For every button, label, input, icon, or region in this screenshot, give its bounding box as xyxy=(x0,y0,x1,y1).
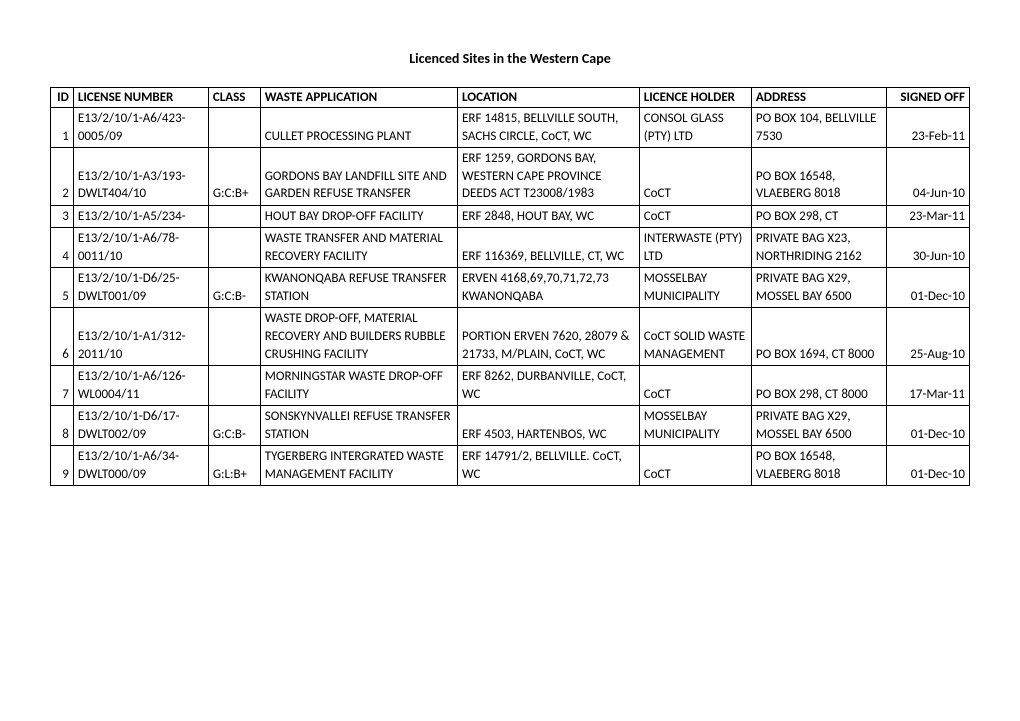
cell-location: PORTION ERVEN 7620, 28079 & 21733, M/PLA… xyxy=(458,308,640,366)
page-title: Licenced Sites in the Western Cape xyxy=(50,50,970,67)
cell-address: PO BOX 104, BELLVILLE 7530 xyxy=(751,108,886,148)
cell-signed: 04-Jun-10 xyxy=(886,148,969,206)
header-address: ADDRESS xyxy=(751,88,886,108)
cell-license: E13/2/10/1-D6/17-DWLT002/09 xyxy=(73,406,208,446)
table-row: 4E13/2/10/1-A6/78-0011/10 WASTE TRANSFER … xyxy=(51,228,970,268)
cell-holder: CONSOL GLASS (PTY) LTD xyxy=(639,108,751,148)
cell-signed: 23-Mar-11 xyxy=(886,205,969,228)
table-row: 2E13/2/10/1-A3/193-DWLT404/10G:C:B+GORDO… xyxy=(51,148,970,206)
table-row: 7E13/2/10/1-A6/126-WL0004/11 MORNINGSTAR … xyxy=(51,366,970,406)
cell-id: 1 xyxy=(51,108,74,148)
cell-id: 4 xyxy=(51,228,74,268)
cell-class xyxy=(208,228,260,268)
cell-address: PO BOX 298, CT xyxy=(751,205,886,228)
header-signed: SIGNED OFF xyxy=(886,88,969,108)
cell-waste: WASTE DROP-OFF, MATERIAL RECOVERY AND BU… xyxy=(260,308,457,366)
cell-signed: 01-Dec-10 xyxy=(886,406,969,446)
cell-id: 2 xyxy=(51,148,74,206)
cell-signed: 25-Aug-10 xyxy=(886,308,969,366)
cell-signed: 23-Feb-11 xyxy=(886,108,969,148)
cell-license: E13/2/10/1-A6/34-DWLT000/09 xyxy=(73,446,208,486)
header-license: LICENSE NUMBER xyxy=(73,88,208,108)
cell-id: 6 xyxy=(51,308,74,366)
cell-location: ERF 8262, DURBANVILLE, CoCT, WC xyxy=(458,366,640,406)
cell-holder: CoCT SOLID WASTE MANAGEMENT xyxy=(639,308,751,366)
cell-location: ERF 2848, HOUT BAY, WC xyxy=(458,205,640,228)
cell-id: 5 xyxy=(51,268,74,308)
cell-id: 9 xyxy=(51,446,74,486)
cell-waste: SONSKYNVALLEI REFUSE TRANSFER STATION xyxy=(260,406,457,446)
cell-class: G:C:B- xyxy=(208,268,260,308)
cell-license: E13/2/10/1-A3/193-DWLT404/10 xyxy=(73,148,208,206)
cell-location: ERF 1259, GORDONS BAY, WESTERN CAPE PROV… xyxy=(458,148,640,206)
cell-waste: KWANONQABA REFUSE TRANSFER STATION xyxy=(260,268,457,308)
cell-address: PO BOX 16548, VLAEBERG 8018 xyxy=(751,446,886,486)
cell-class xyxy=(208,108,260,148)
table-row: 1E13/2/10/1-A6/423-0005/09 CULLET PROCESS… xyxy=(51,108,970,148)
cell-license: E13/2/10/1-A6/78-0011/10 xyxy=(73,228,208,268)
table-row: 8E13/2/10/1-D6/17-DWLT002/09G:C:B-SONSKY… xyxy=(51,406,970,446)
cell-waste: CULLET PROCESSING PLANT xyxy=(260,108,457,148)
cell-class: G:C:B+ xyxy=(208,148,260,206)
cell-holder: CoCT xyxy=(639,205,751,228)
cell-class: G:L:B+ xyxy=(208,446,260,486)
cell-waste: WASTE TRANSFER AND MATERIAL RECOVERY FAC… xyxy=(260,228,457,268)
cell-license: E13/2/10/1-D6/25-DWLT001/09 xyxy=(73,268,208,308)
cell-location: ERVEN 4168,69,70,71,72,73 KWANONQABA xyxy=(458,268,640,308)
cell-waste: TYGERBERG INTERGRATED WASTE MANAGEMENT F… xyxy=(260,446,457,486)
cell-id: 7 xyxy=(51,366,74,406)
cell-class xyxy=(208,366,260,406)
cell-class xyxy=(208,308,260,366)
cell-address: PO BOX 16548, VLAEBERG 8018 xyxy=(751,148,886,206)
cell-holder: MOSSELBAY MUNICIPALITY xyxy=(639,268,751,308)
table-row: 9E13/2/10/1-A6/34-DWLT000/09G:L:B+TYGERB… xyxy=(51,446,970,486)
header-class: CLASS xyxy=(208,88,260,108)
cell-signed: 01-Dec-10 xyxy=(886,268,969,308)
cell-signed: 01-Dec-10 xyxy=(886,446,969,486)
cell-address: PRIVATE BAG X23, NORTHRIDING 2162 xyxy=(751,228,886,268)
cell-waste: GORDONS BAY LANDFILL SITE AND GARDEN REF… xyxy=(260,148,457,206)
cell-holder: CoCT xyxy=(639,366,751,406)
header-waste: WASTE APPLICATION xyxy=(260,88,457,108)
cell-waste: MORNINGSTAR WASTE DROP-OFF FACILITY xyxy=(260,366,457,406)
header-id: ID xyxy=(51,88,74,108)
cell-holder: INTERWASTE (PTY) LTD xyxy=(639,228,751,268)
sites-table: ID LICENSE NUMBER CLASS WASTE APPLICATIO… xyxy=(50,87,970,486)
cell-license: E13/2/10/1-A1/312-2011/10 xyxy=(73,308,208,366)
cell-signed: 17-Mar-11 xyxy=(886,366,969,406)
cell-signed: 30-Jun-10 xyxy=(886,228,969,268)
table-row: 3E13/2/10/1-A5/234- HOUT BAY DROP-OFF FAC… xyxy=(51,205,970,228)
cell-class: G:C:B- xyxy=(208,406,260,446)
cell-location: ERF 116369, BELLVILLE, CT, WC xyxy=(458,228,640,268)
cell-location: ERF 4503, HARTENBOS, WC xyxy=(458,406,640,446)
cell-address: PRIVATE BAG X29, MOSSEL BAY 6500 xyxy=(751,406,886,446)
cell-id: 3 xyxy=(51,205,74,228)
cell-location: ERF 14815, BELLVILLE SOUTH, SACHS CIRCLE… xyxy=(458,108,640,148)
cell-address: PO BOX 298, CT 8000 xyxy=(751,366,886,406)
header-row: ID LICENSE NUMBER CLASS WASTE APPLICATIO… xyxy=(51,88,970,108)
cell-license: E13/2/10/1-A6/126-WL0004/11 xyxy=(73,366,208,406)
cell-license: E13/2/10/1-A6/423-0005/09 xyxy=(73,108,208,148)
cell-license: E13/2/10/1-A5/234- xyxy=(73,205,208,228)
cell-class xyxy=(208,205,260,228)
cell-holder: CoCT xyxy=(639,148,751,206)
header-holder: LICENCE HOLDER xyxy=(639,88,751,108)
table-row: 5E13/2/10/1-D6/25-DWLT001/09G:C:B-KWANON… xyxy=(51,268,970,308)
table-row: 6E13/2/10/1-A1/312-2011/10 WASTE DROP-OFF… xyxy=(51,308,970,366)
cell-id: 8 xyxy=(51,406,74,446)
header-location: LOCATION xyxy=(458,88,640,108)
cell-holder: MOSSELBAY MUNICIPALITY xyxy=(639,406,751,446)
cell-address: PRIVATE BAG X29, MOSSEL BAY 6500 xyxy=(751,268,886,308)
cell-waste: HOUT BAY DROP-OFF FACILITY xyxy=(260,205,457,228)
cell-address: PO BOX 1694, CT 8000 xyxy=(751,308,886,366)
cell-holder: CoCT xyxy=(639,446,751,486)
cell-location: ERF 14791/2, BELLVILLE. CoCT, WC xyxy=(458,446,640,486)
